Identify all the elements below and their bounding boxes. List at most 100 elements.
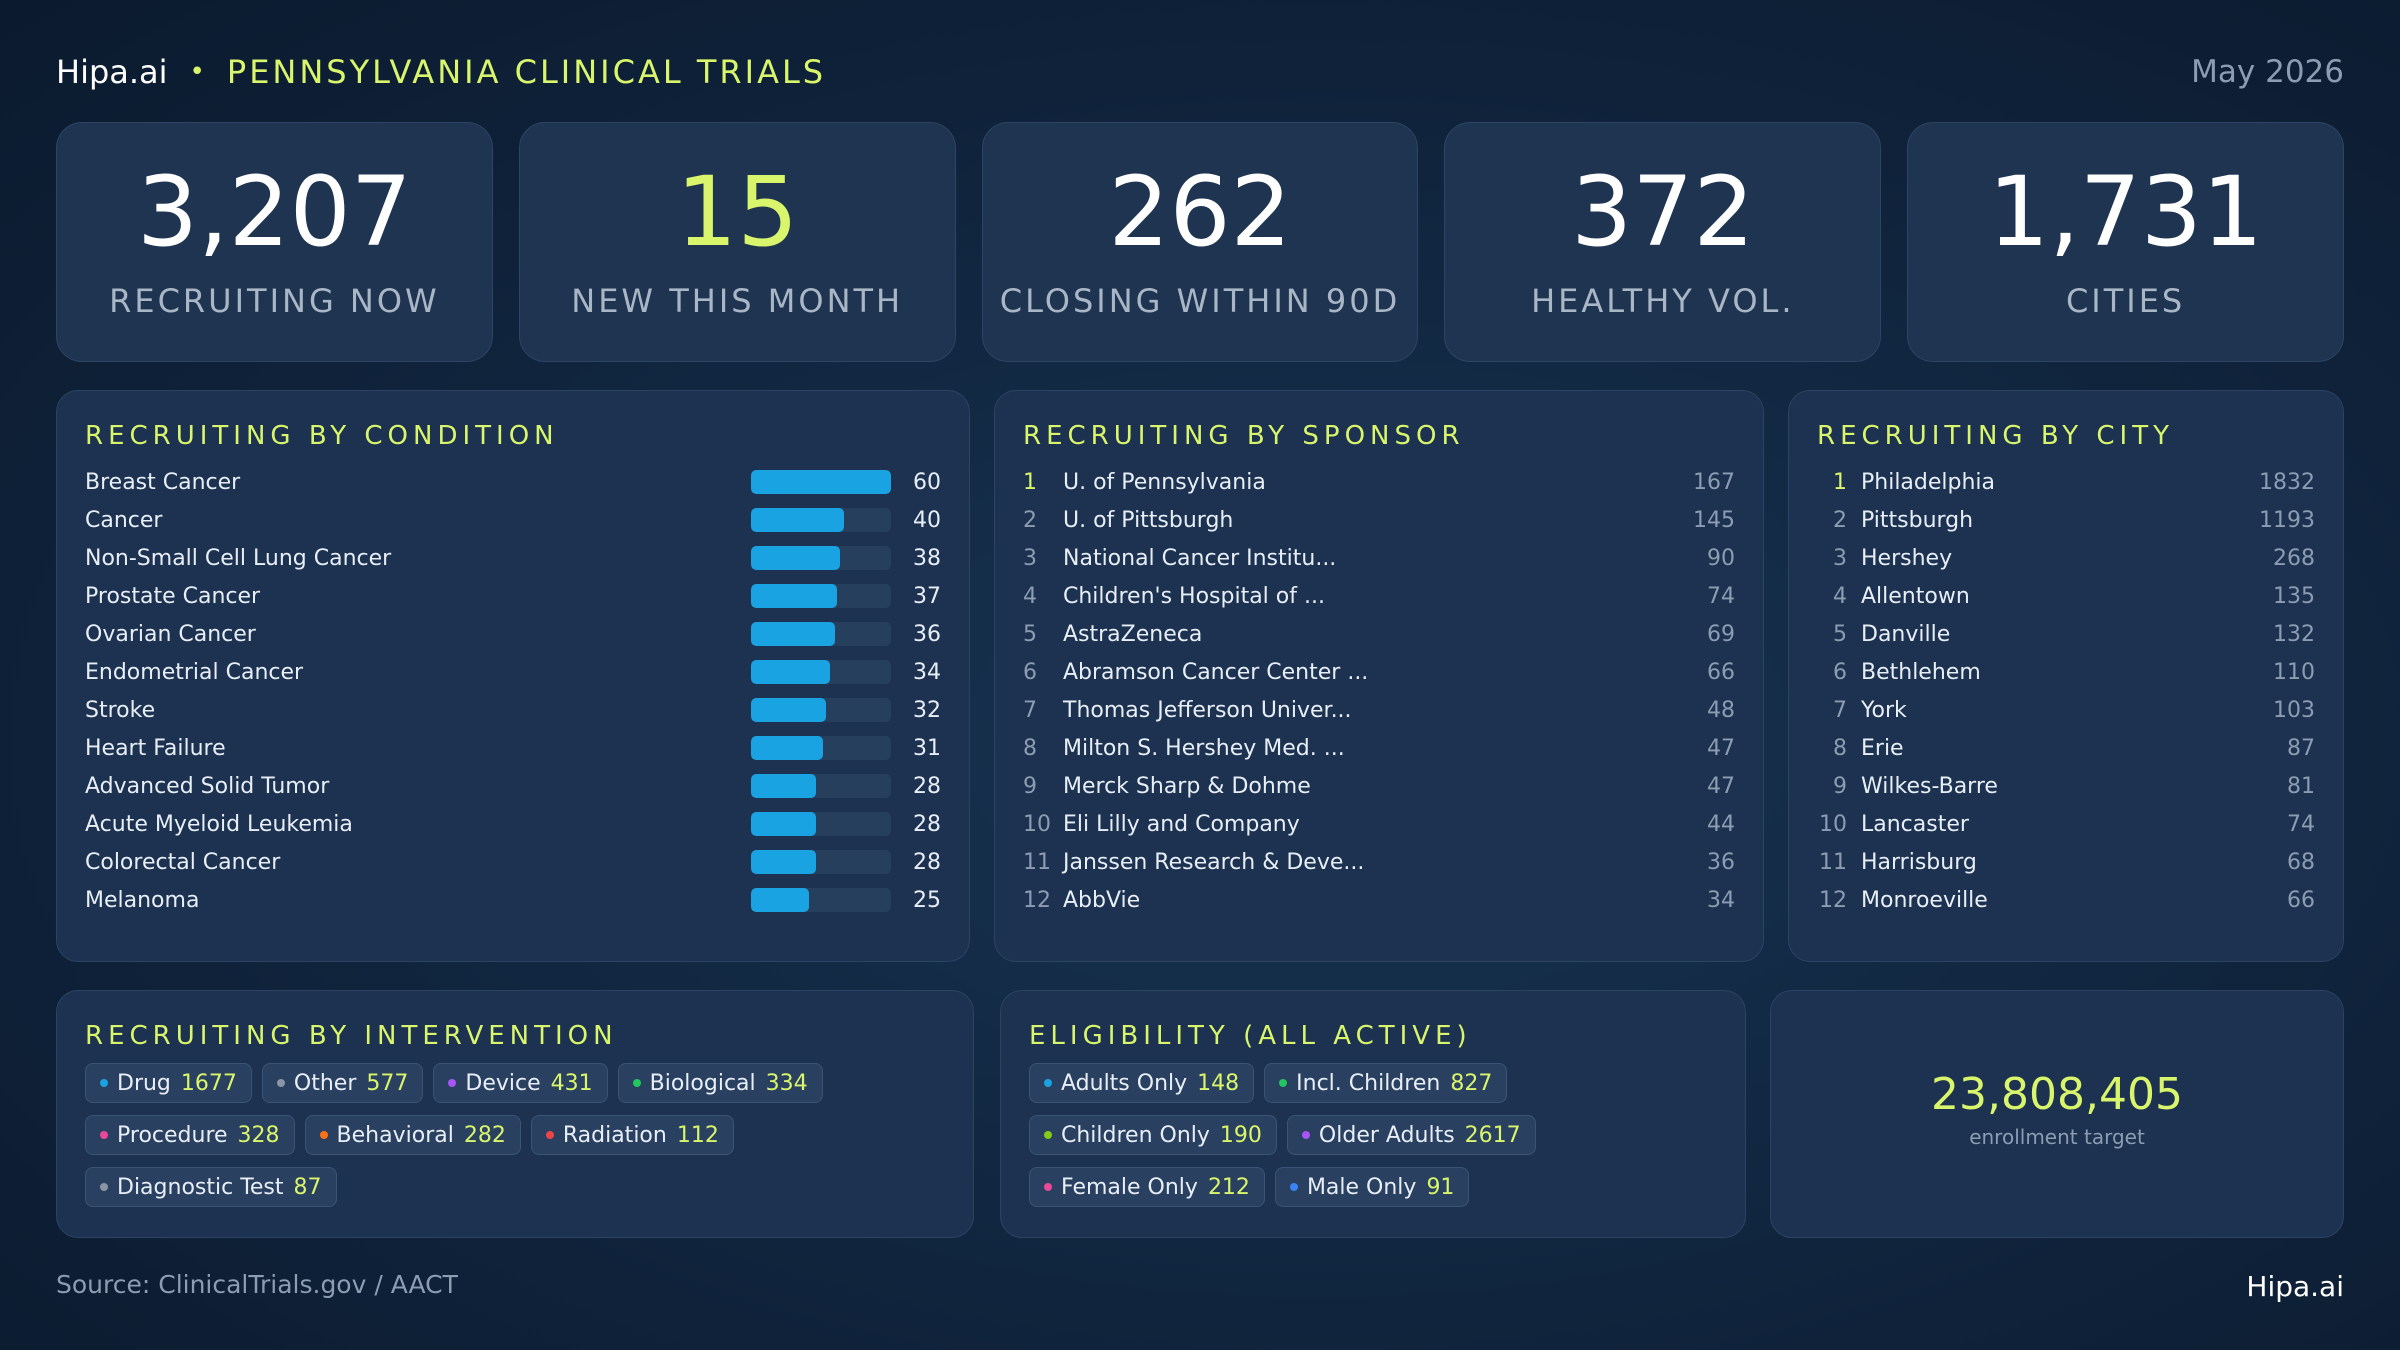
kpi-card-cities: 1,731 CITIES (1907, 122, 2344, 362)
city-row: 10 Lancaster 74 (1817, 805, 2315, 843)
chip-count: 282 (463, 1122, 506, 1148)
chip-count: 827 (1450, 1070, 1493, 1096)
sponsor-row: 11 Janssen Research & Deve... 36 (1023, 843, 1735, 881)
intervention-chip: Diagnostic Test 87 (85, 1167, 337, 1207)
condition-label: Endometrial Cancer (85, 659, 304, 685)
condition-value: 28 (913, 811, 941, 837)
sponsor-count: 36 (1707, 849, 1735, 875)
sponsor-rank: 3 (1023, 545, 1037, 571)
intervention-panel: RECRUITING BY INTERVENTION Drug 1677 Other… (56, 990, 974, 1238)
condition-bar-track (751, 698, 891, 722)
condition-label: Heart Failure (85, 735, 226, 761)
chip-label: Adults Only (1061, 1070, 1188, 1096)
dot-icon (448, 1079, 457, 1087)
sponsor-count: 69 (1707, 621, 1735, 647)
dot-icon (319, 1131, 328, 1139)
intervention-chip: Other 577 (261, 1063, 424, 1103)
condition-label: Prostate Cancer (85, 583, 261, 609)
city-rank: 1 (1833, 469, 1847, 495)
condition-value: 31 (913, 735, 941, 761)
intervention-chip: Drug 1677 (85, 1063, 252, 1103)
condition-bar (751, 774, 817, 798)
city-rank: 5 (1833, 621, 1847, 647)
title-separator: • (189, 57, 205, 87)
sponsor-name: Abramson Cancer Center ... (1063, 659, 1369, 685)
enrollment-target-value: 23,808,405 (1931, 1069, 2183, 1120)
eligibility-chips: Adults Only 148 Incl. Children 827 Children … (1029, 1063, 1725, 1207)
dot-icon (100, 1079, 108, 1087)
city-name: Harrisburg (1861, 849, 1977, 875)
city-row: 4 Allentown 135 (1817, 577, 2315, 615)
sponsor-rank: 5 (1023, 621, 1037, 647)
condition-bar-track (751, 812, 891, 836)
kpi-value: 1,731 (1988, 156, 2263, 268)
condition-value: 60 (913, 469, 941, 495)
kpi-card-healthy: 372 HEALTHY VOL. (1444, 122, 1882, 362)
chip-label: Children Only (1061, 1122, 1210, 1148)
sponsor-rank: 8 (1023, 735, 1037, 761)
panel-title: RECRUITING BY CITY (1817, 421, 2174, 451)
condition-row: Stroke 32 (85, 691, 941, 729)
condition-value: 40 (913, 507, 941, 533)
city-name: Bethlehem (1861, 659, 1981, 685)
city-rank: 9 (1833, 773, 1847, 799)
condition-row: Non-Small Cell Lung Cancer 38 (85, 539, 941, 577)
condition-bar (751, 584, 838, 608)
chip-label: Radiation (562, 1122, 667, 1148)
source-note: Source: ClinicalTrials.gov / AACT (56, 1270, 458, 1299)
condition-bar (751, 546, 840, 570)
chip-count: 190 (1219, 1122, 1262, 1148)
dot-icon (100, 1131, 108, 1139)
condition-bar-track (751, 470, 891, 494)
city-count: 103 (2273, 697, 2315, 723)
city-list: 1 Philadelphia 1832 2 Pittsburgh 1193 3 Hershey… (1817, 463, 2315, 919)
condition-row: Melanoma 25 (85, 881, 941, 919)
chip-count: 1677 (180, 1070, 237, 1096)
condition-bar (751, 660, 831, 684)
condition-bar (751, 508, 845, 532)
city-name: Philadelphia (1861, 469, 1996, 495)
city-count: 74 (2287, 811, 2315, 837)
kpi-card-closing: 262 CLOSING WITHIN 90D (981, 122, 1419, 362)
condition-value: 38 (913, 545, 941, 571)
sponsor-count: 48 (1707, 697, 1735, 723)
kpi-label: NEW THIS MONTH (571, 282, 904, 320)
chip-count: 328 (237, 1122, 280, 1148)
kpi-label: HEALTHY VOL. (1531, 282, 1795, 320)
sponsor-rank: 7 (1023, 697, 1037, 723)
kpi-row: 3,207 RECRUITING NOW 15 NEW THIS MONTH 2… (56, 122, 2344, 362)
city-panel: RECRUITING BY CITY 1 Philadelphia 1832 2 Pit… (1788, 390, 2344, 962)
condition-row: Prostate Cancer 37 (85, 577, 941, 615)
chip-count: 212 (1207, 1174, 1250, 1200)
condition-bar-track (751, 850, 891, 874)
panel-title: ELIGIBILITY (ALL ACTIVE) (1029, 1021, 1472, 1051)
condition-bar (751, 812, 817, 836)
sponsor-name: Janssen Research & Deve... (1063, 849, 1365, 875)
chip-label: Female Only (1061, 1174, 1198, 1200)
chip-count: 2617 (1464, 1122, 1521, 1148)
sponsor-count: 34 (1707, 887, 1735, 913)
dot-icon (632, 1079, 641, 1087)
sponsor-count: 66 (1707, 659, 1735, 685)
enrollment-target-label: enrollment target (1969, 1125, 2145, 1149)
city-name: Danville (1861, 621, 1951, 647)
chip-count: 148 (1197, 1070, 1240, 1096)
dot-icon (1279, 1079, 1288, 1087)
condition-bar-track (751, 508, 891, 532)
sponsor-count: 90 (1707, 545, 1735, 571)
condition-row: Ovarian Cancer 36 (85, 615, 941, 653)
chip-count: 334 (765, 1070, 808, 1096)
condition-bar-track (751, 736, 891, 760)
intervention-chip: Biological 334 (617, 1063, 823, 1103)
brand-logo-text: Hipa.ai (56, 53, 168, 91)
city-count: 81 (2287, 773, 2315, 799)
city-rank: 6 (1833, 659, 1847, 685)
condition-value: 32 (913, 697, 941, 723)
sponsor-row: 9 Merck Sharp & Dohme 47 (1023, 767, 1735, 805)
condition-bar (751, 622, 835, 646)
condition-bar-track (751, 660, 891, 684)
condition-row: Colorectal Cancer 28 (85, 843, 941, 881)
dot-icon (1301, 1131, 1310, 1139)
sponsor-row: 7 Thomas Jefferson Univer... 48 (1023, 691, 1735, 729)
chip-label: Procedure (117, 1122, 228, 1148)
